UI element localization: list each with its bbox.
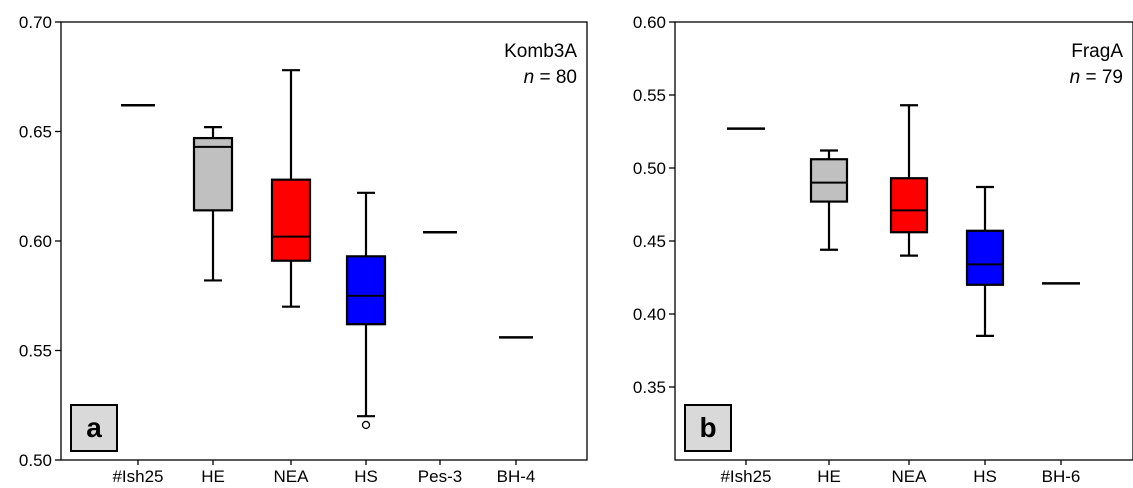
x-tick-label-b: HE	[817, 467, 841, 486]
x-tick-label-a: BH-4	[497, 467, 536, 486]
n-label-b: n = 79	[1070, 67, 1123, 88]
n-label-suffix-a: = 80	[534, 67, 577, 88]
y-tick-label-b: 0.35	[633, 378, 666, 397]
boxes-b	[727, 104, 1080, 337]
y-axis-b: 0.35 0.40 0.45 0.50 0.55 0.60	[633, 13, 675, 397]
y-tick-label-b: 0.45	[633, 232, 666, 251]
x-tick-label-b: NEA	[892, 467, 928, 486]
y-tick-label-a: 0.50	[19, 451, 52, 470]
x-axis-a: #Ish25 HE NEA HS Pes-3 BH-4	[112, 460, 535, 486]
n-label-prefix-b: n	[1070, 67, 1081, 88]
boxes-a	[121, 69, 533, 430]
y-tick-label-a: 0.55	[19, 342, 52, 361]
box-b	[809, 158, 849, 203]
box-b	[965, 229, 1005, 286]
box-b	[889, 177, 929, 234]
label-line1-a: Komb3A	[504, 41, 577, 62]
x-tick-label-a: NEA	[274, 467, 310, 486]
panel-letter-box-a	[70, 404, 118, 452]
box-a	[192, 136, 234, 212]
panel-letter-a: a	[86, 412, 102, 443]
n-label-suffix-b: = 79	[1080, 67, 1123, 88]
plot-frame-a	[60, 21, 588, 461]
x-tick-label-a: #Ish25	[112, 467, 163, 486]
box-a	[345, 255, 387, 326]
x-tick-label-a: HE	[201, 467, 225, 486]
label-line1-b: FragA	[1071, 41, 1123, 62]
panel-a: 0.50 0.55 0.60 0.65 0.70 #Ish25 HE NEA HS Pes-3 B…	[19, 13, 588, 486]
n-label-prefix-a: n	[524, 67, 535, 88]
x-tick-label-b: #Ish25	[720, 467, 771, 486]
panel-letter-b: b	[699, 412, 716, 443]
n-label-a: n = 80	[524, 67, 577, 88]
x-tick-label-a: Pes-3	[418, 467, 462, 486]
y-axis-a: 0.50 0.55 0.60 0.65 0.70	[19, 13, 61, 470]
box-a	[270, 178, 312, 262]
y-tick-label-b: 0.55	[633, 86, 666, 105]
x-axis-b: #Ish25 HE NEA HS BH-6	[720, 460, 1080, 486]
y-tick-label-b: 0.60	[633, 13, 666, 32]
x-tick-label-b: BH-6	[1042, 467, 1081, 486]
y-tick-label-a: 0.70	[19, 13, 52, 32]
y-tick-label-b: 0.40	[633, 305, 666, 324]
panel-letter-box-b	[684, 404, 732, 452]
x-tick-label-a: HS	[354, 467, 378, 486]
plot-frame-b	[674, 21, 1133, 461]
y-tick-label-a: 0.65	[19, 123, 52, 142]
panel-b: 0.35 0.40 0.45 0.50 0.55 0.60 #Ish25 HE NEA HS BH…	[633, 13, 1133, 486]
x-tick-label-b: HS	[973, 467, 997, 486]
outlier-point-a	[361, 420, 371, 430]
y-tick-label-b: 0.50	[633, 159, 666, 178]
y-tick-label-a: 0.60	[19, 232, 52, 251]
